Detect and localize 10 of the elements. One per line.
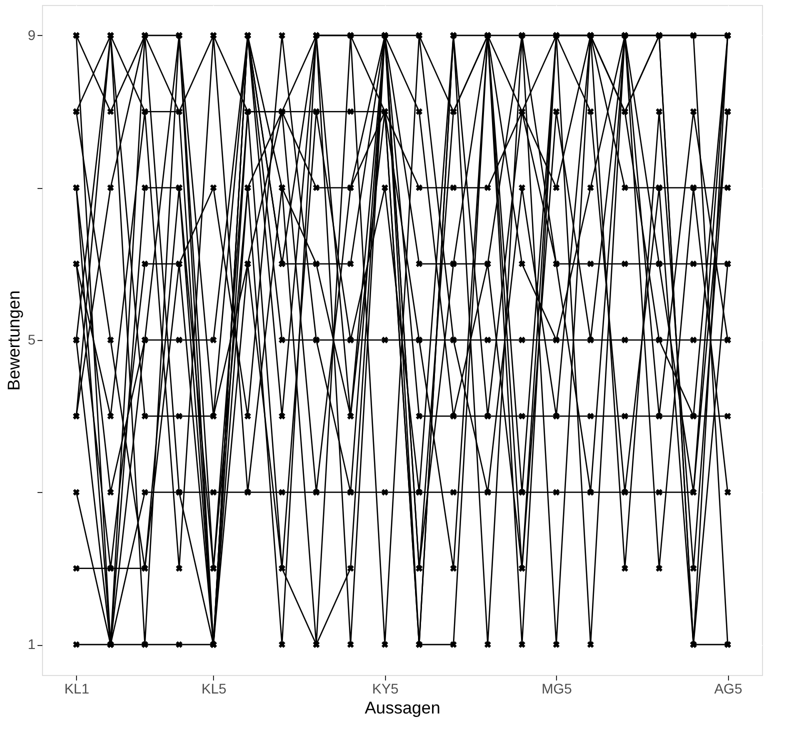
y-tick-label: 5 [28,332,36,348]
x-tick-label: AG5 [714,680,742,696]
x-tick-label: MG5 [542,680,572,696]
y-tick-label: 9 [28,26,36,43]
x-tick-label: KL5 [201,680,227,696]
x-tick-label: KY5 [372,680,399,696]
y-axis-title: Bewertungen [4,290,24,391]
x-axis-title: Aussagen [364,698,440,718]
y-tick-label: 1 [28,636,36,652]
x-tick-label: KL1 [64,680,90,696]
